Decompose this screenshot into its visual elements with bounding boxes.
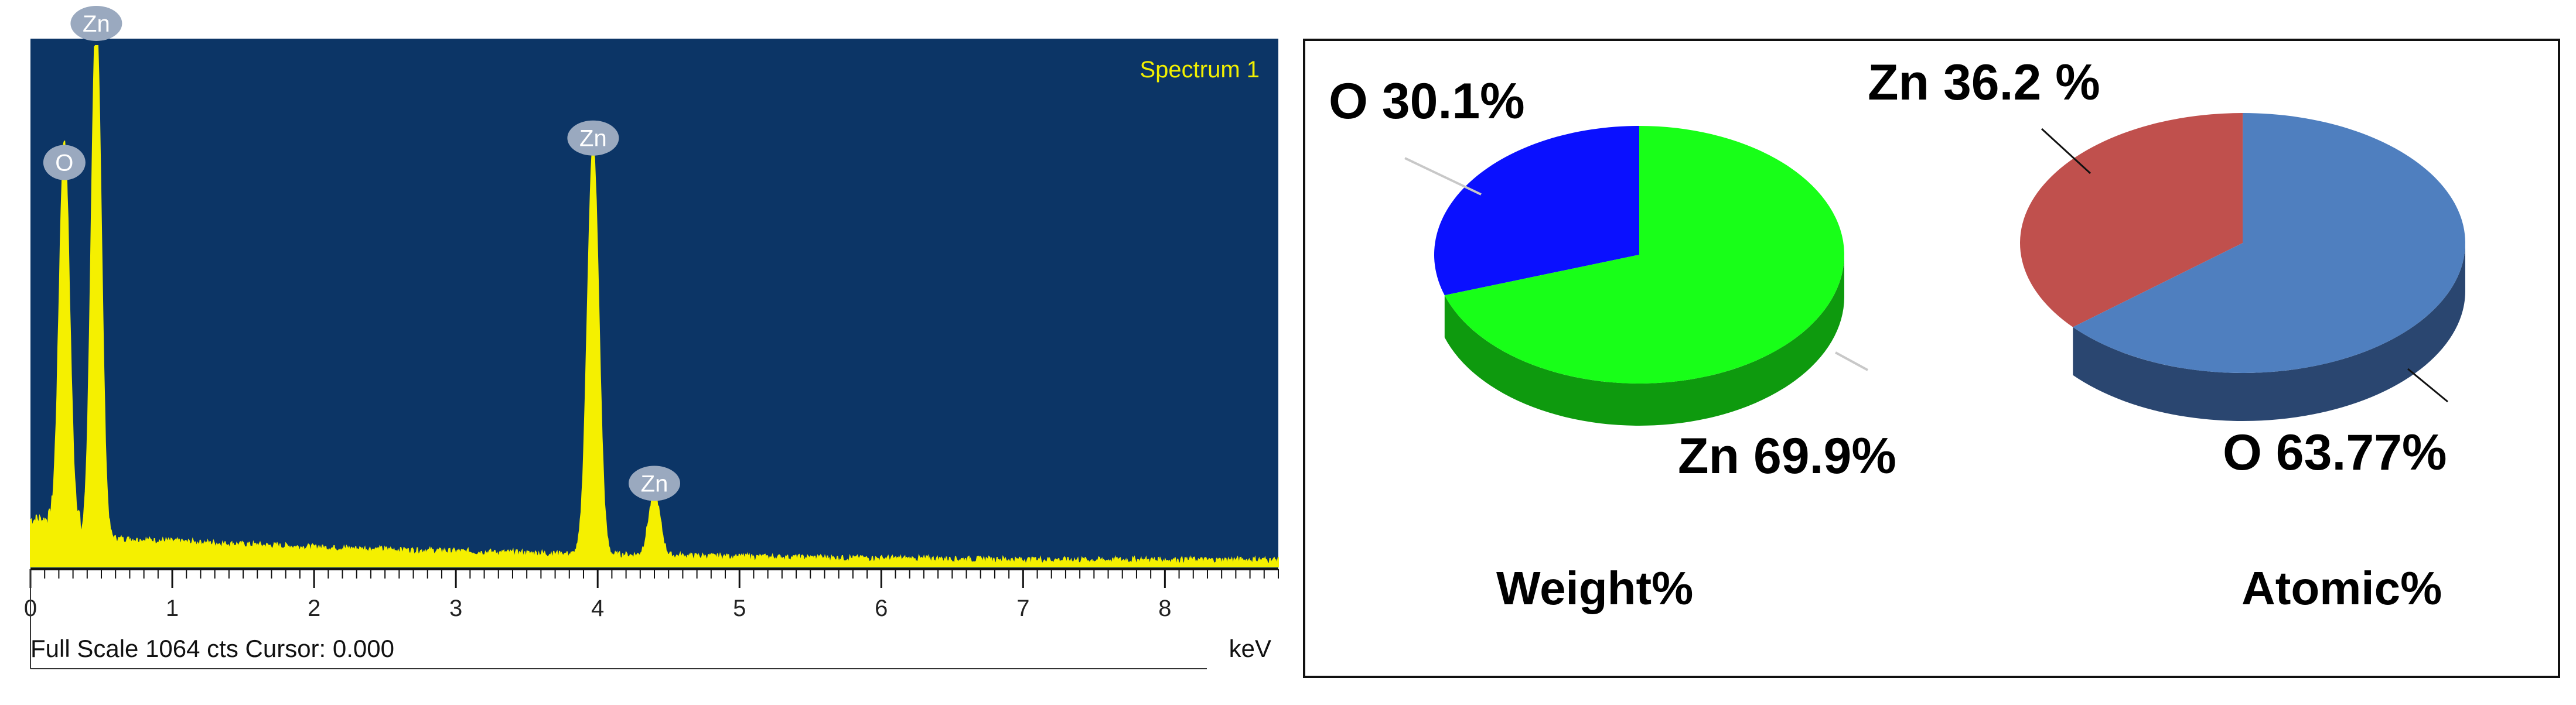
eds-x-unit-label: keV (1229, 635, 1271, 662)
atomic-zn-leader-line (2041, 128, 2091, 174)
pie-slice (1444, 126, 1844, 384)
eds-tick-label: 8 (1158, 596, 1171, 621)
peak-label-zn: Zn (567, 120, 619, 156)
eds-tick-label: 5 (733, 596, 746, 621)
weight-zn-label: Zn 69.9% (1678, 428, 1896, 484)
weight-o-leader-line (1404, 157, 1482, 196)
atomic-o-leader-line (2407, 368, 2448, 403)
composition-pie-charts: O 30.1% Zn 69.9% Zn 36.2 % O 63.77% Weig… (1329, 54, 2465, 614)
eds-tick-label: 6 (875, 596, 888, 621)
atomic-caption: Atomic% (2241, 562, 2442, 614)
pie-slice-side (1444, 255, 1844, 426)
weight-o-label: O 30.1% (1329, 73, 1525, 129)
svg-text:O: O (55, 150, 73, 176)
pie-slice (2073, 113, 2465, 373)
weight-zn-leader-line (1835, 351, 1868, 371)
weight-pie-chart (1434, 126, 1844, 426)
peak-label-o: O (43, 145, 86, 180)
atomic-zn-label: Zn 36.2 % (1868, 54, 2100, 111)
eds-tick-label: 7 (1016, 596, 1029, 621)
spectrum-label: Spectrum 1 (1139, 57, 1260, 83)
eds-tick-label: 4 (591, 596, 604, 621)
peak-label-zn: Zn (629, 466, 680, 501)
svg-text:Zn: Zn (83, 11, 110, 37)
weight-caption: Weight% (1496, 562, 1693, 614)
eds-footer-text: Full Scale 1064 cts Cursor: 0.000 (30, 635, 394, 662)
eds-tick-label: 3 (449, 596, 462, 621)
svg-text:Zn: Zn (579, 126, 607, 152)
eds-tick-label: 1 (166, 596, 179, 621)
pie-slice (2020, 113, 2243, 327)
eds-tick-label: 2 (308, 596, 320, 621)
atomic-o-label: O 63.77% (2223, 425, 2447, 481)
pie-slice-side (2073, 243, 2465, 421)
svg-text:Zn: Zn (641, 471, 668, 497)
composition-pie-panel: O 30.1% Zn 69.9% Zn 36.2 % O 63.77% Weig… (1303, 39, 2560, 678)
peak-label-zn: Zn (70, 6, 122, 41)
atomic-pie-chart (2020, 113, 2465, 421)
pie-slice (1434, 126, 1639, 296)
